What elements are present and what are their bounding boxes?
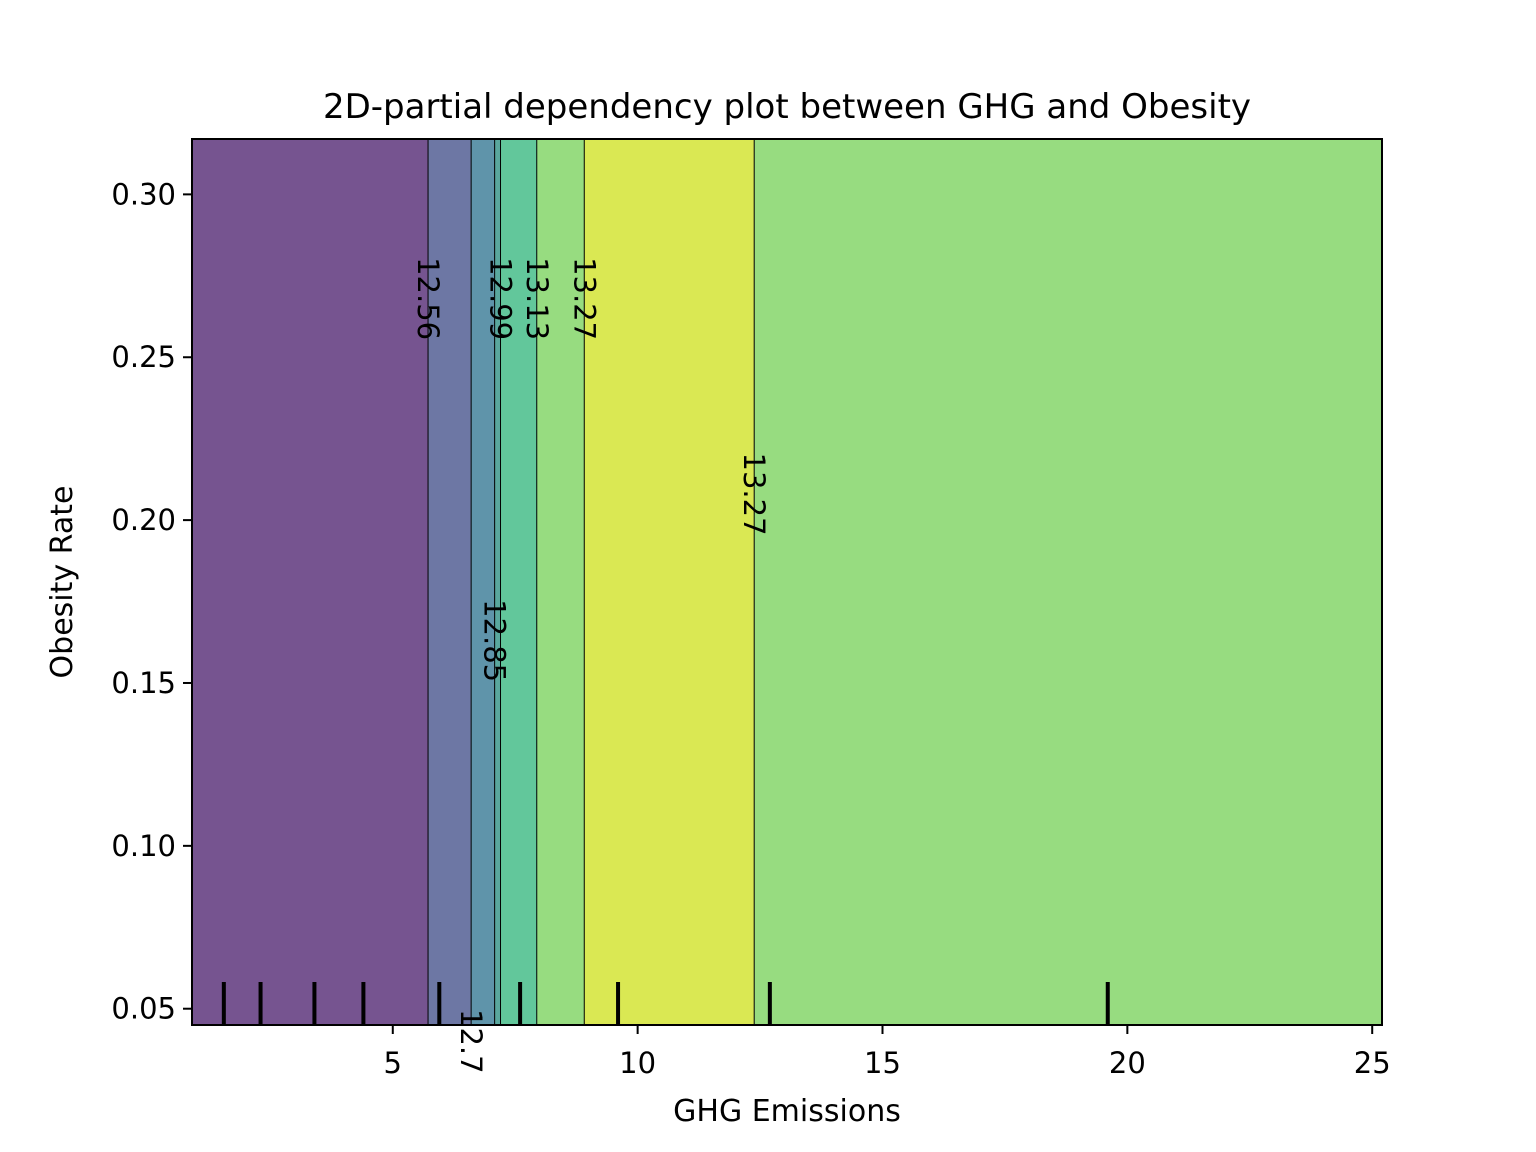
contour-label-3: 12.99 [484,257,518,340]
contour-label-6: 13.27 [737,453,771,536]
y-tick-label-0: 0.05 [111,992,176,1026]
contour-lines [427,139,755,1025]
y-tick-label-3: 0.20 [111,503,176,537]
x-tick-label-2: 15 [864,1046,901,1080]
y-axis-ticks: 0.05 0.10 0.15 0.20 0.25 0.30 [111,177,192,1026]
x-tick-label-1: 10 [619,1046,656,1080]
x-tick-label-3: 20 [1109,1046,1146,1080]
y-tick-label-1: 0.10 [111,829,176,863]
contour-label-0: 12.56 [411,257,445,340]
x-tick-label-0: 5 [384,1046,402,1080]
y-axis-label: Obesity Rate [45,486,80,679]
contour-band-4 [500,139,537,1025]
x-axis-ticks: 5 10 15 20 25 [384,1025,1391,1080]
contour-band-6 [584,139,755,1025]
plot-frame [191,138,1383,1026]
rug-ticks [221,982,1110,1025]
contour-label-4: 13.13 [520,257,554,340]
y-tick-label-4: 0.25 [111,340,176,374]
contour-band-2 [471,139,495,1025]
chart-title: 2D-partial dependency plot between GHG a… [323,87,1251,127]
y-tick-label-5: 0.30 [111,177,176,211]
contour-label-5: 13.27 [567,257,601,340]
contour-band-7 [754,139,1382,1025]
contour-labels: 12.56 12.7 12.85 12.99 13.13 13.27 13.27 [411,257,771,1073]
contour-band-0 [192,139,429,1025]
contour-label-1: 12.7 [454,1009,488,1074]
contour-bands [192,139,1382,1025]
contour-band-1 [428,139,472,1025]
x-axis-label: GHG Emissions [673,1094,901,1129]
y-tick-label-2: 0.15 [111,666,176,700]
x-tick-label-4: 25 [1354,1046,1391,1080]
contour-band-5 [536,139,585,1025]
contour-band-3 [494,139,501,1025]
contour-label-2: 12.85 [478,599,512,682]
